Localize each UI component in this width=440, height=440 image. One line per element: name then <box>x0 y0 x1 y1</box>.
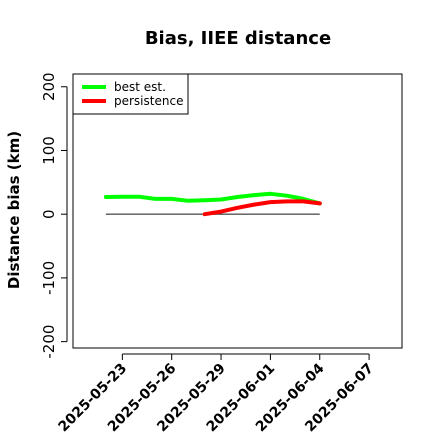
legend-label-persistence: persistence <box>114 94 183 108</box>
y-tick-label: -100 <box>40 261 58 295</box>
x-axis: 2025-05-232025-05-262025-05-292025-06-01… <box>56 353 377 435</box>
series-line-persistence <box>202 199 322 217</box>
y-tick-label: 100 <box>40 136 58 165</box>
series-line-best-est <box>103 191 322 206</box>
y-tick-label: 0 <box>40 209 58 219</box>
y-axis-label: Distance bias (km) <box>5 131 23 289</box>
y-axis: 200 100 0 -100 -200 <box>40 72 68 359</box>
legend-label-best-est: best est. <box>114 80 166 94</box>
plot-frame <box>72 73 403 349</box>
y-tick-label: 200 <box>40 72 58 101</box>
chart-title: Bias, IIEE distance <box>145 28 331 49</box>
plot-area <box>103 191 322 217</box>
legend: best est.persistence <box>72 73 189 115</box>
y-tick-label: -200 <box>40 325 58 359</box>
legend-box <box>72 73 189 115</box>
